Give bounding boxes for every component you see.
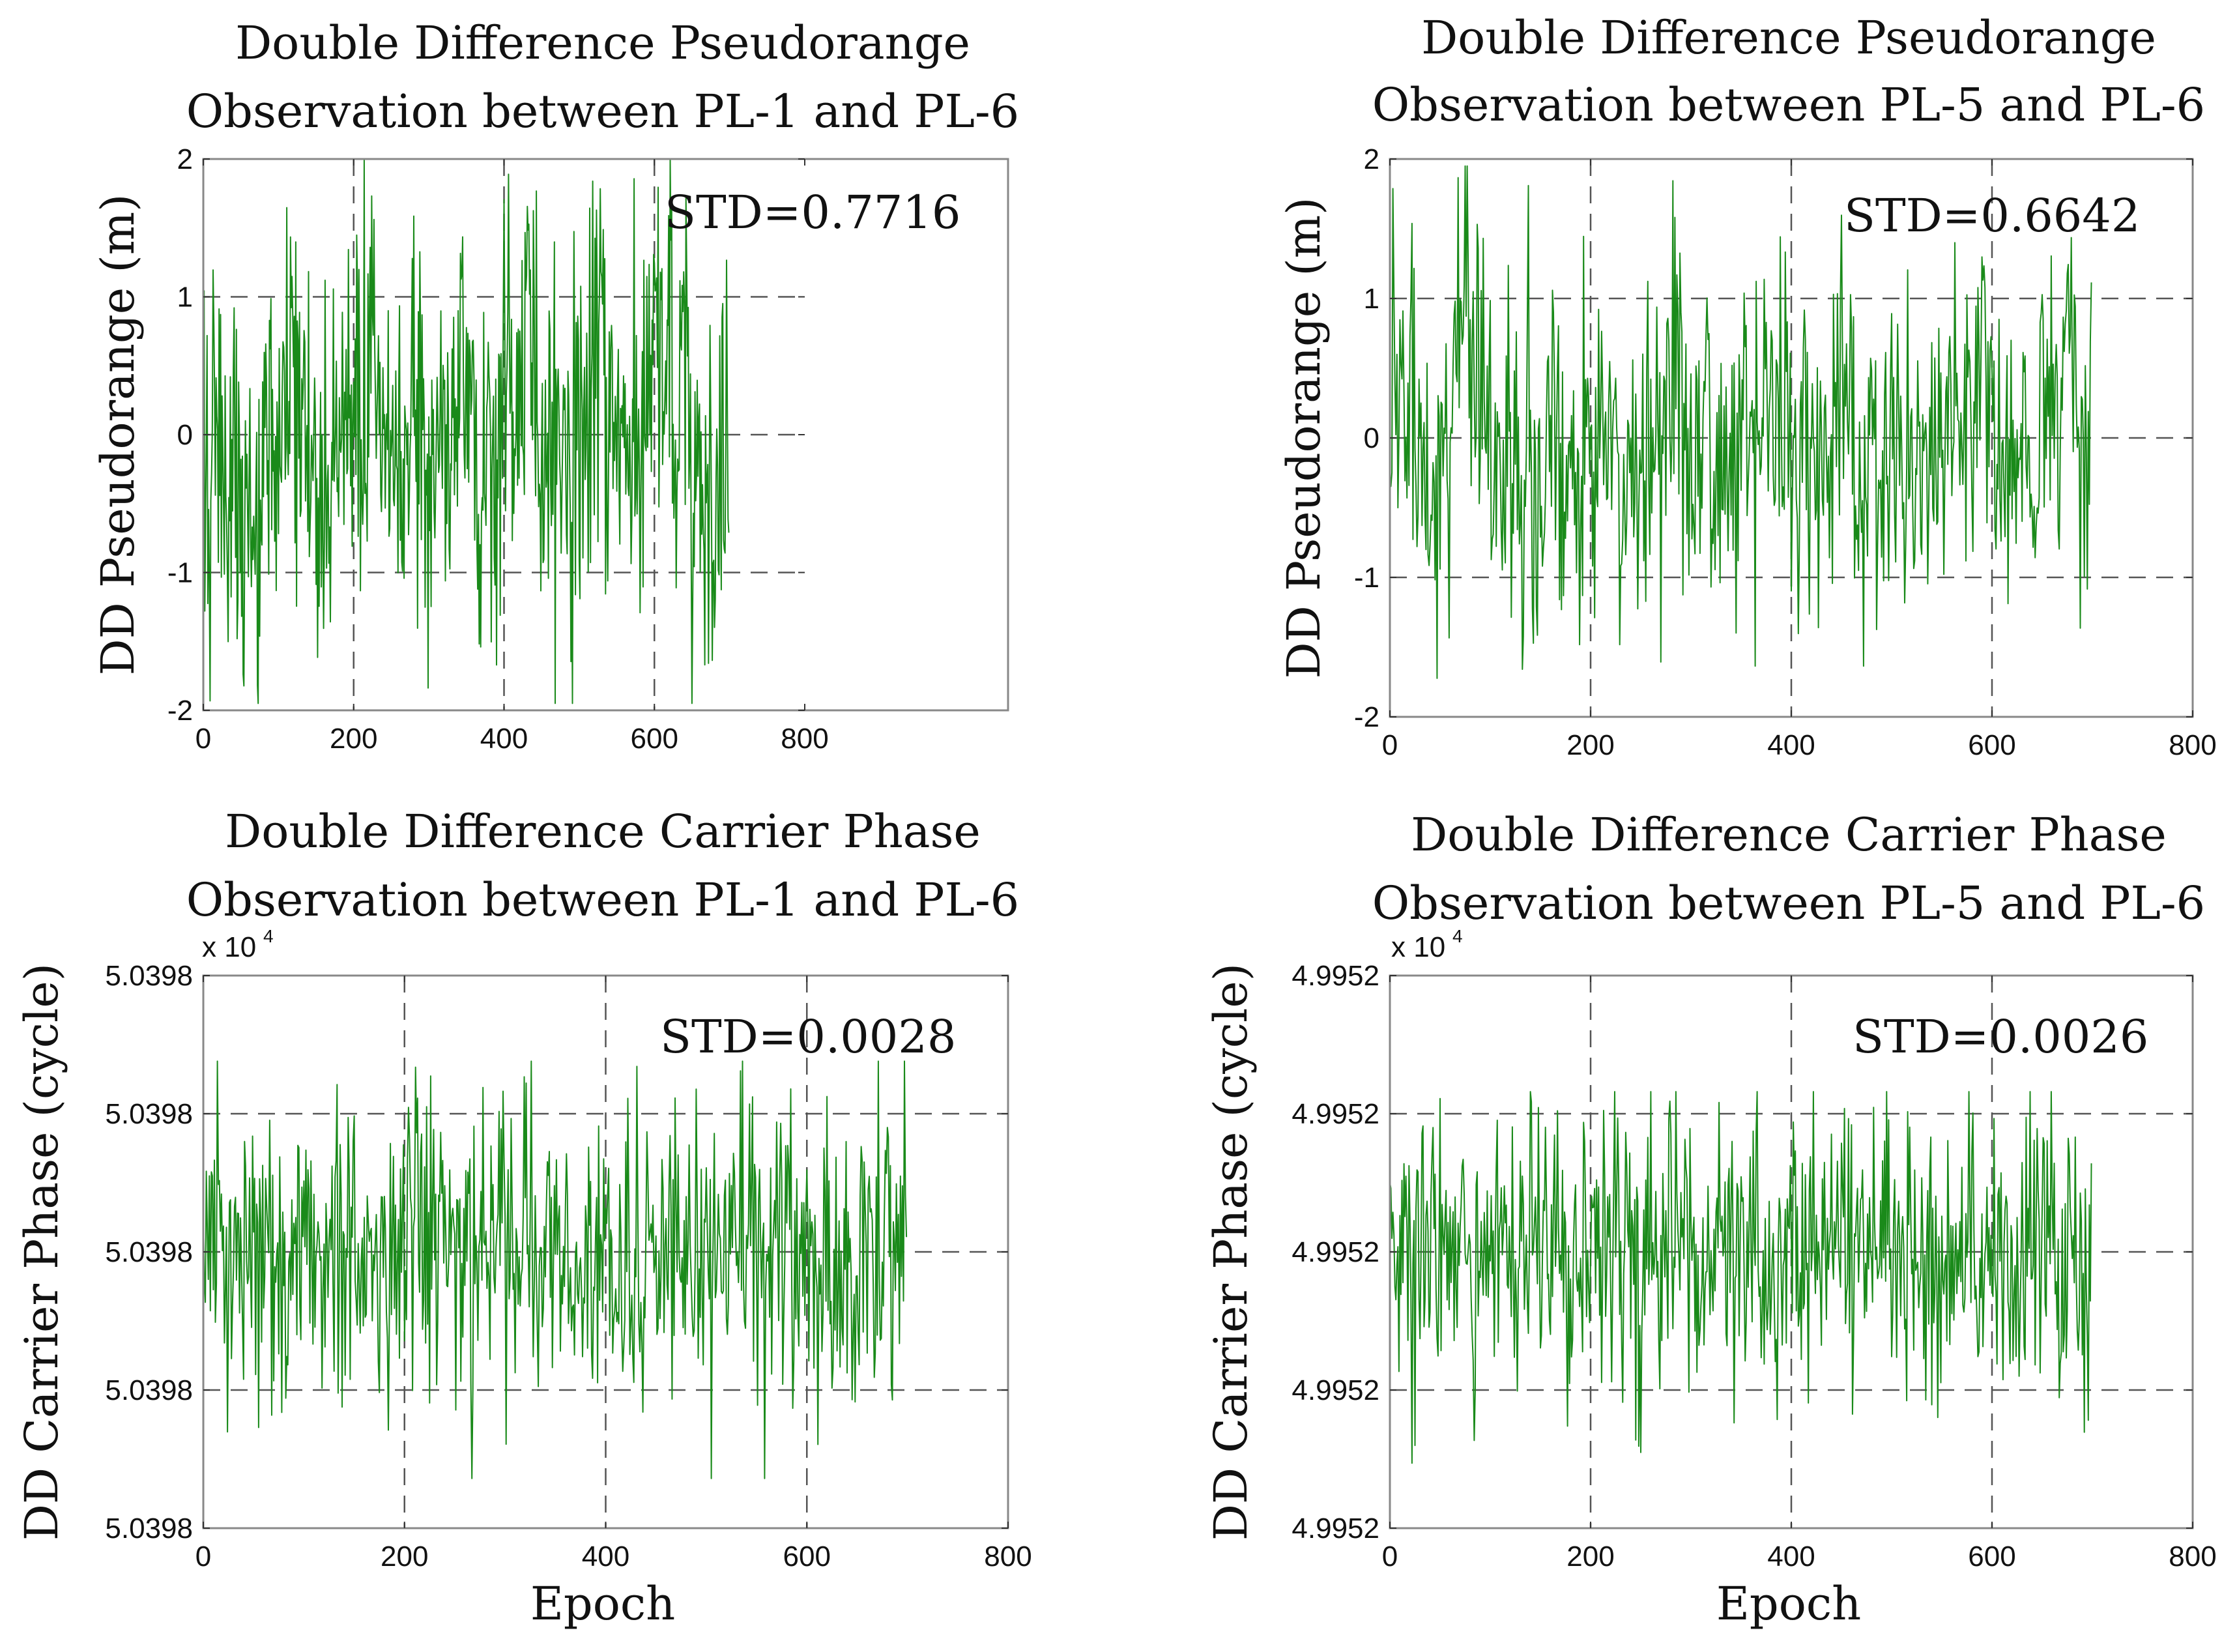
x-tick-label: 0: [195, 723, 211, 755]
std-annotation: STD=0.0028: [660, 1010, 956, 1064]
data-series-line: [1389, 1091, 2092, 1464]
y-axis: 5.0398 5.0398 5.0398 5.0398 5.0398: [105, 960, 1008, 1544]
y-tick-label: 4.9952: [1292, 1236, 1379, 1268]
x-axis-label: Epoch: [530, 1577, 675, 1630]
chart-title-line-1: Double Difference Carrier Phase: [1411, 808, 2167, 862]
y-tick-label: 0: [177, 419, 193, 451]
y-tick-label: -1: [167, 557, 193, 589]
data-series-line: [203, 158, 730, 704]
x-tick-label: 0: [1382, 1541, 1398, 1572]
x-axis: 0 200 400 600 800: [1382, 159, 2217, 761]
chart-title-line-1: Double Difference Pseudorange: [235, 16, 970, 70]
y-tick-label: 4.9952: [1292, 960, 1379, 992]
x-tick-label: 400: [480, 723, 528, 755]
x-tick-label: 200: [1566, 1541, 1614, 1572]
y-axis-label: DD Pseudorange (m): [91, 194, 145, 676]
x-tick-label: 800: [984, 1541, 1032, 1572]
y-tick-label: -2: [1354, 701, 1379, 733]
x-tick-label: 400: [1767, 729, 1815, 761]
y-tick-label: 1: [177, 282, 193, 313]
y-tick-label: -2: [167, 695, 193, 727]
panel-pseudorange-pl1-pl6: Double Difference Pseudorange Observatio…: [91, 16, 1019, 755]
x-tick-label: 800: [2169, 1541, 2216, 1572]
y-axis: -2 -1 0 1 2: [1354, 143, 2193, 733]
x-tick-label: 0: [1382, 729, 1398, 761]
y-tick-label: 1: [1364, 283, 1379, 315]
axis-multiplier-base: x 10: [202, 931, 256, 963]
y-tick-label: 4.9952: [1292, 1098, 1379, 1130]
x-tick-label: 200: [330, 723, 377, 755]
y-tick-label: 4.9952: [1292, 1374, 1379, 1406]
data-series-line: [203, 1060, 908, 1479]
axis-multiplier: x 10 4: [202, 926, 274, 963]
x-axis: 0 200 400 600 800: [1382, 976, 2217, 1572]
y-axis: 4.9952 4.9952 4.9952 4.9952 4.9952: [1292, 960, 2193, 1544]
axis-multiplier-exponent: 4: [1452, 926, 1463, 946]
x-tick-label: 400: [1767, 1541, 1815, 1572]
chart-title-line-2: Observation between PL-5 and PL-6: [1372, 78, 2205, 132]
x-tick-label: 600: [1968, 729, 2015, 761]
y-tick-label: 5.0398: [105, 1236, 193, 1268]
x-tick-label: 200: [1566, 729, 1614, 761]
std-annotation: STD=0.6642: [1844, 189, 2140, 242]
x-axis: 0 200 400 600 800: [195, 159, 829, 755]
axis-multiplier-exponent: 4: [263, 926, 274, 946]
std-annotation: STD=0.0026: [1853, 1010, 2148, 1064]
panel-carrier-phase-pl5-pl6: Double Difference Carrier Phase Observat…: [1204, 808, 2217, 1630]
y-axis-label: DD Pseudorange (m): [1277, 197, 1331, 679]
y-axis: -2 -1 0 1 2: [167, 143, 805, 727]
y-axis-label: DD Carrier Phase (cycle): [15, 963, 68, 1541]
y-tick-label: 5.0398: [105, 1374, 193, 1406]
x-tick-label: 400: [582, 1541, 629, 1572]
y-tick-label: 4.9952: [1292, 1513, 1379, 1544]
x-tick-label: 200: [381, 1541, 428, 1572]
x-tick-label: 800: [2169, 729, 2216, 761]
y-tick-label: 0: [1364, 422, 1379, 454]
axis-multiplier-base: x 10: [1391, 931, 1445, 963]
x-tick-label: 600: [783, 1541, 831, 1572]
panel-pseudorange-pl5-pl6: Double Difference Pseudorange Observatio…: [1277, 11, 2217, 761]
std-annotation: STD=0.7716: [665, 186, 960, 239]
x-tick-label: 0: [195, 1541, 211, 1572]
data-series-line: [1389, 165, 2092, 679]
y-tick-label: 2: [1364, 143, 1379, 175]
y-tick-label: 5.0398: [105, 1098, 193, 1130]
chart-title-line-1: Double Difference Pseudorange: [1421, 11, 2156, 65]
x-axis: 0 200 400 600 800: [195, 976, 1032, 1572]
y-tick-label: -1: [1354, 562, 1379, 594]
y-axis-label: DD Carrier Phase (cycle): [1204, 963, 1258, 1541]
chart-title-line-1: Double Difference Carrier Phase: [225, 805, 981, 858]
x-tick-label: 600: [631, 723, 678, 755]
chart-title-line-2: Observation between PL-1 and PL-6: [186, 85, 1019, 138]
y-tick-label: 5.0398: [105, 1513, 193, 1544]
y-tick-label: 2: [177, 143, 193, 175]
axis-multiplier: x 10 4: [1391, 926, 1463, 963]
y-tick-label: 5.0398: [105, 960, 193, 992]
x-tick-label: 800: [781, 723, 828, 755]
chart-title-line-2: Observation between PL-1 and PL-6: [186, 873, 1019, 927]
x-tick-label: 600: [1968, 1541, 2015, 1572]
x-axis-label: Epoch: [1716, 1577, 1861, 1630]
chart-title-line-2: Observation between PL-5 and PL-6: [1372, 877, 2205, 930]
panel-carrier-phase-pl1-pl6: Double Difference Carrier Phase Observat…: [15, 805, 1032, 1630]
